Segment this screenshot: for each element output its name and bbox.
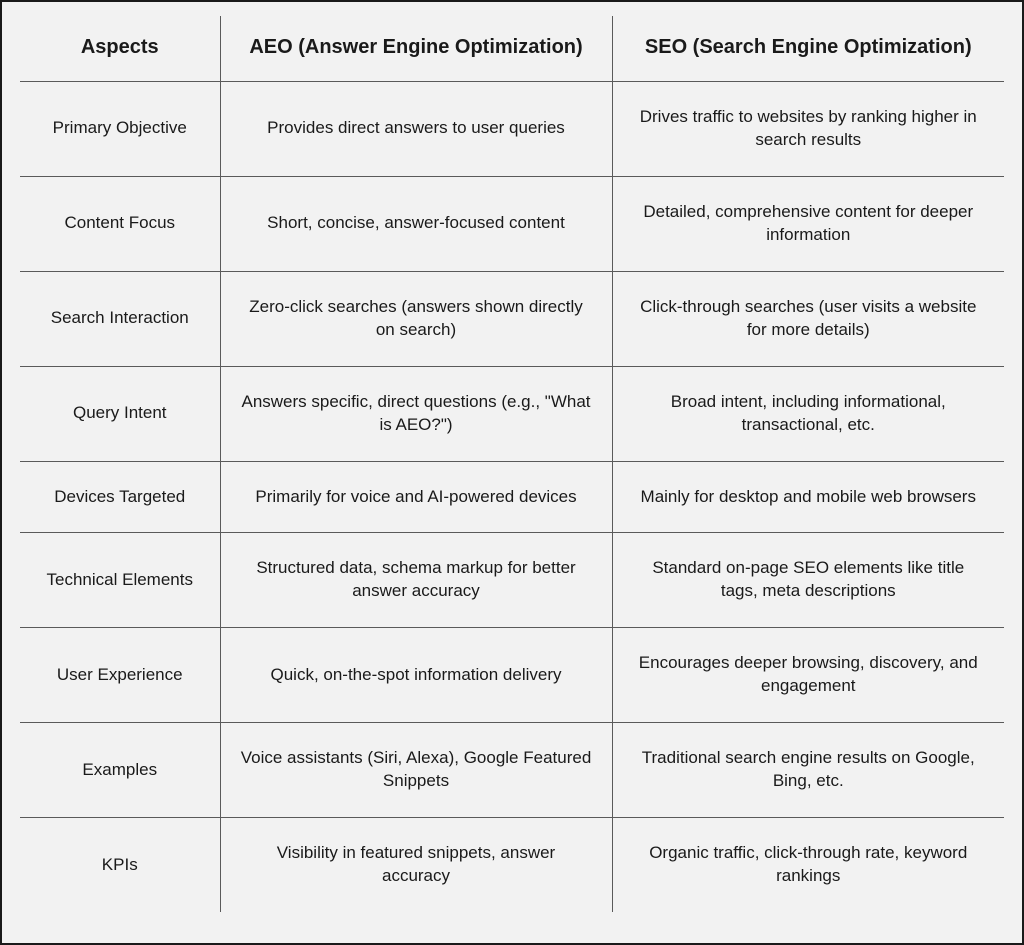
cell-aeo: Voice assistants (Siri, Alexa), Google F…	[220, 723, 612, 818]
cell-aeo: Visibility in featured snippets, answer …	[220, 818, 612, 912]
col-header-aeo: AEO (Answer Engine Optimization)	[220, 16, 612, 82]
comparison-table-frame: Aspects AEO (Answer Engine Optimization)…	[0, 0, 1024, 945]
cell-aeo: Structured data, schema markup for bette…	[220, 533, 612, 628]
cell-aspect: Primary Objective	[20, 82, 220, 177]
cell-aspect: Technical Elements	[20, 533, 220, 628]
cell-aeo: Primarily for voice and AI-powered devic…	[220, 461, 612, 533]
table-row: Examples Voice assistants (Siri, Alexa),…	[20, 723, 1004, 818]
cell-seo: Standard on-page SEO elements like title…	[612, 533, 1004, 628]
comparison-table: Aspects AEO (Answer Engine Optimization)…	[20, 16, 1004, 912]
cell-seo: Mainly for desktop and mobile web browse…	[612, 461, 1004, 533]
cell-aspect: Content Focus	[20, 176, 220, 271]
table-row: Devices Targeted Primarily for voice and…	[20, 461, 1004, 533]
cell-aeo: Provides direct answers to user queries	[220, 82, 612, 177]
cell-seo: Traditional search engine results on Goo…	[612, 723, 1004, 818]
table-row: User Experience Quick, on-the-spot infor…	[20, 628, 1004, 723]
cell-aspect: User Experience	[20, 628, 220, 723]
cell-seo: Detailed, comprehensive content for deep…	[612, 176, 1004, 271]
table-row: Content Focus Short, concise, answer-foc…	[20, 176, 1004, 271]
table-row: Query Intent Answers specific, direct qu…	[20, 366, 1004, 461]
cell-aeo: Answers specific, direct questions (e.g.…	[220, 366, 612, 461]
cell-aspect: Query Intent	[20, 366, 220, 461]
cell-aeo: Zero-click searches (answers shown direc…	[220, 271, 612, 366]
table-header-row: Aspects AEO (Answer Engine Optimization)…	[20, 16, 1004, 82]
table-row: Primary Objective Provides direct answer…	[20, 82, 1004, 177]
cell-aeo: Quick, on-the-spot information delivery	[220, 628, 612, 723]
cell-aspect: Examples	[20, 723, 220, 818]
cell-seo: Encourages deeper browsing, discovery, a…	[612, 628, 1004, 723]
cell-seo: Broad intent, including informational, t…	[612, 366, 1004, 461]
table-row: Technical Elements Structured data, sche…	[20, 533, 1004, 628]
table-row: KPIs Visibility in featured snippets, an…	[20, 818, 1004, 912]
col-header-aspects: Aspects	[20, 16, 220, 82]
cell-seo: Drives traffic to websites by ranking hi…	[612, 82, 1004, 177]
cell-aspect: Devices Targeted	[20, 461, 220, 533]
col-header-seo: SEO (Search Engine Optimization)	[612, 16, 1004, 82]
table-row: Search Interaction Zero-click searches (…	[20, 271, 1004, 366]
cell-aeo: Short, concise, answer-focused content	[220, 176, 612, 271]
cell-seo: Click-through searches (user visits a we…	[612, 271, 1004, 366]
cell-aspect: Search Interaction	[20, 271, 220, 366]
cell-seo: Organic traffic, click-through rate, key…	[612, 818, 1004, 912]
cell-aspect: KPIs	[20, 818, 220, 912]
